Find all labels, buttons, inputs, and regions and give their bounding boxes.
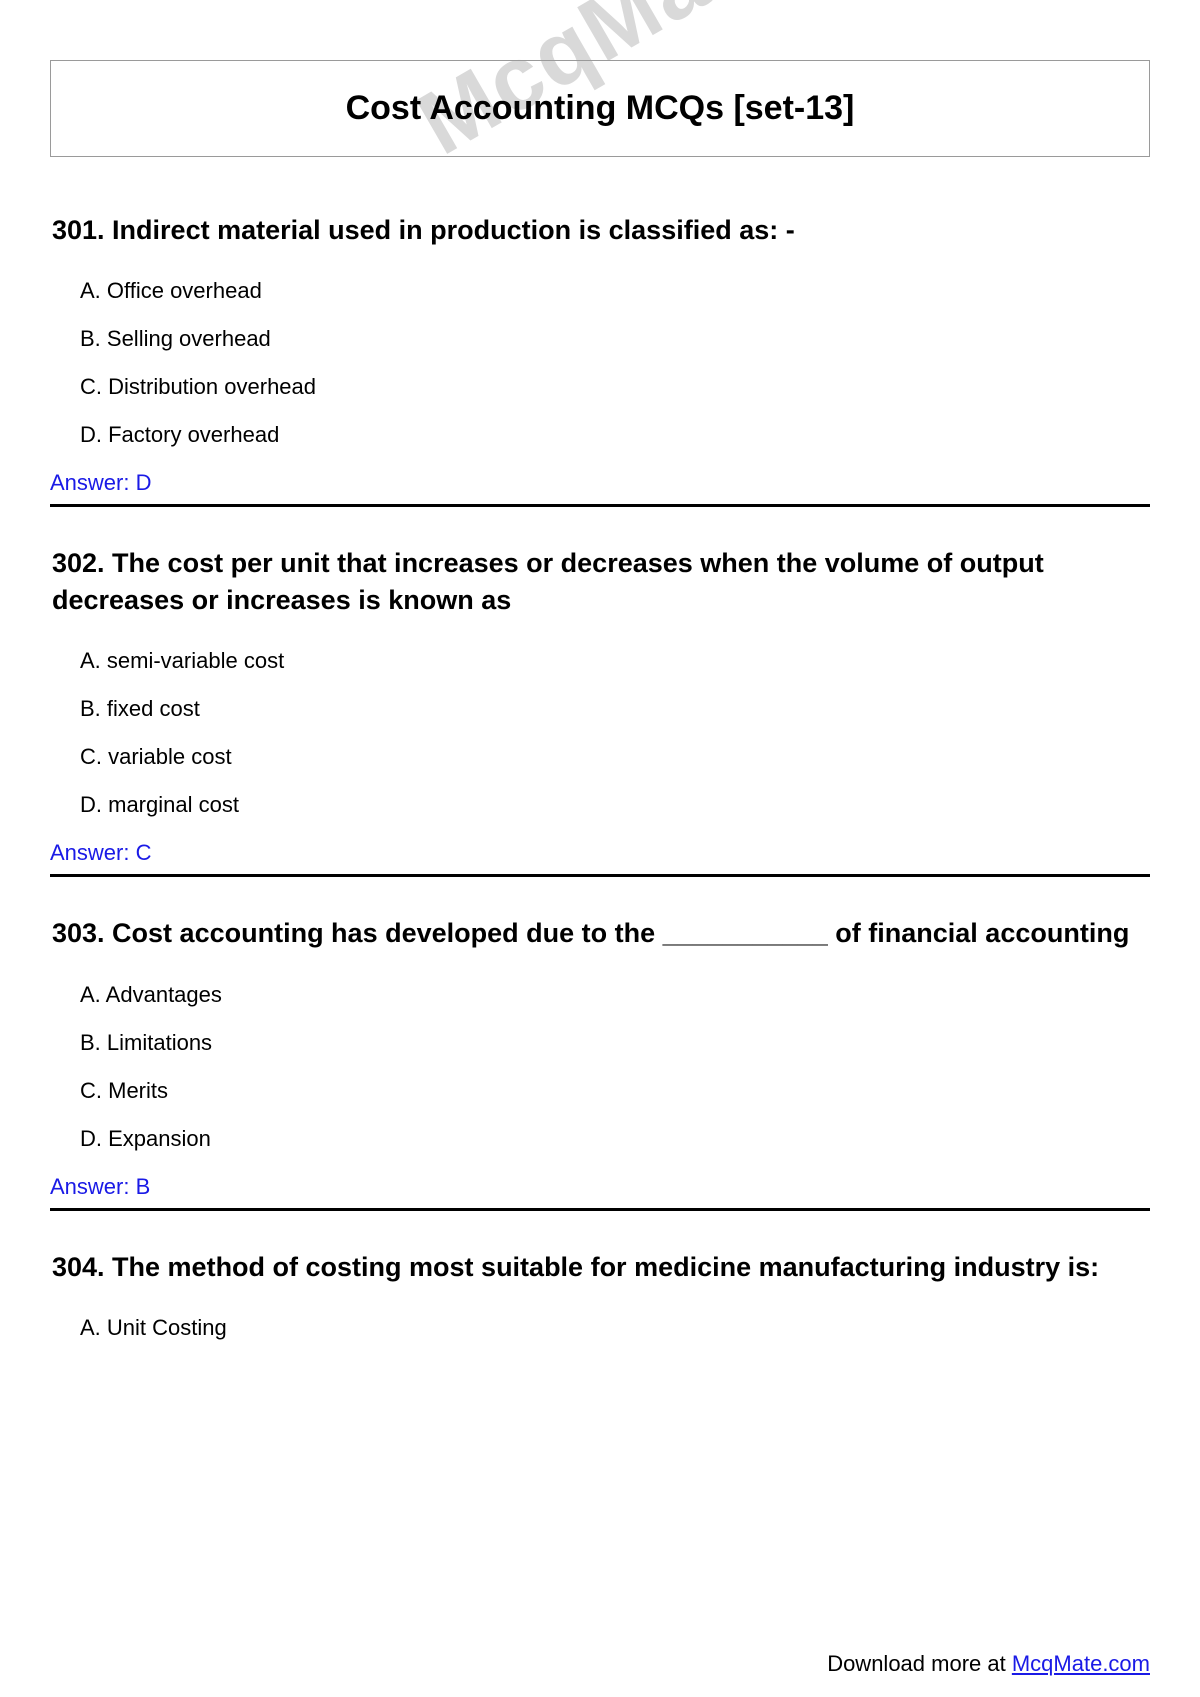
question-text: 304. The method of costing most suitable… [50, 1249, 1150, 1285]
page-content: Cost Accounting MCQs [set-13] 301. Indir… [0, 0, 1200, 1341]
option-d: D. marginal cost [80, 792, 1150, 818]
option-c: C. variable cost [80, 744, 1150, 770]
option-b: B. fixed cost [80, 696, 1150, 722]
option-a: A. Unit Costing [80, 1315, 1150, 1341]
option-d: D. Factory overhead [80, 422, 1150, 448]
option-a: A. Advantages [80, 982, 1150, 1008]
title-box: Cost Accounting MCQs [set-13] [50, 60, 1150, 157]
option-d: D. Expansion [80, 1126, 1150, 1152]
question-text: 301. Indirect material used in productio… [50, 212, 1150, 248]
options-list: A. Unit Costing [50, 1315, 1150, 1341]
options-list: A. semi-variable cost B. fixed cost C. v… [50, 648, 1150, 818]
answer-text: Answer: B [50, 1174, 1150, 1200]
option-c: C. Distribution overhead [80, 374, 1150, 400]
question-block: 301. Indirect material used in productio… [50, 212, 1150, 496]
page-title: Cost Accounting MCQs [set-13] [61, 89, 1139, 128]
option-b: B. Selling overhead [80, 326, 1150, 352]
footer-link[interactable]: McqMate.com [1012, 1651, 1150, 1676]
answer-text: Answer: C [50, 840, 1150, 866]
divider [50, 504, 1150, 507]
question-text: 303. Cost accounting has developed due t… [50, 915, 1150, 951]
options-list: A. Advantages B. Limitations C. Merits D… [50, 982, 1150, 1152]
footer-prefix: Download more at [827, 1651, 1012, 1676]
question-block: 303. Cost accounting has developed due t… [50, 915, 1150, 1199]
option-a: A. Office overhead [80, 278, 1150, 304]
divider [50, 1208, 1150, 1211]
option-a: A. semi-variable cost [80, 648, 1150, 674]
answer-text: Answer: D [50, 470, 1150, 496]
option-c: C. Merits [80, 1078, 1150, 1104]
question-block: 304. The method of costing most suitable… [50, 1249, 1150, 1341]
question-block: 302. The cost per unit that increases or… [50, 545, 1150, 866]
option-b: B. Limitations [80, 1030, 1150, 1056]
question-text: 302. The cost per unit that increases or… [50, 545, 1150, 618]
divider [50, 874, 1150, 877]
options-list: A. Office overhead B. Selling overhead C… [50, 278, 1150, 448]
footer: Download more at McqMate.com [827, 1651, 1150, 1677]
